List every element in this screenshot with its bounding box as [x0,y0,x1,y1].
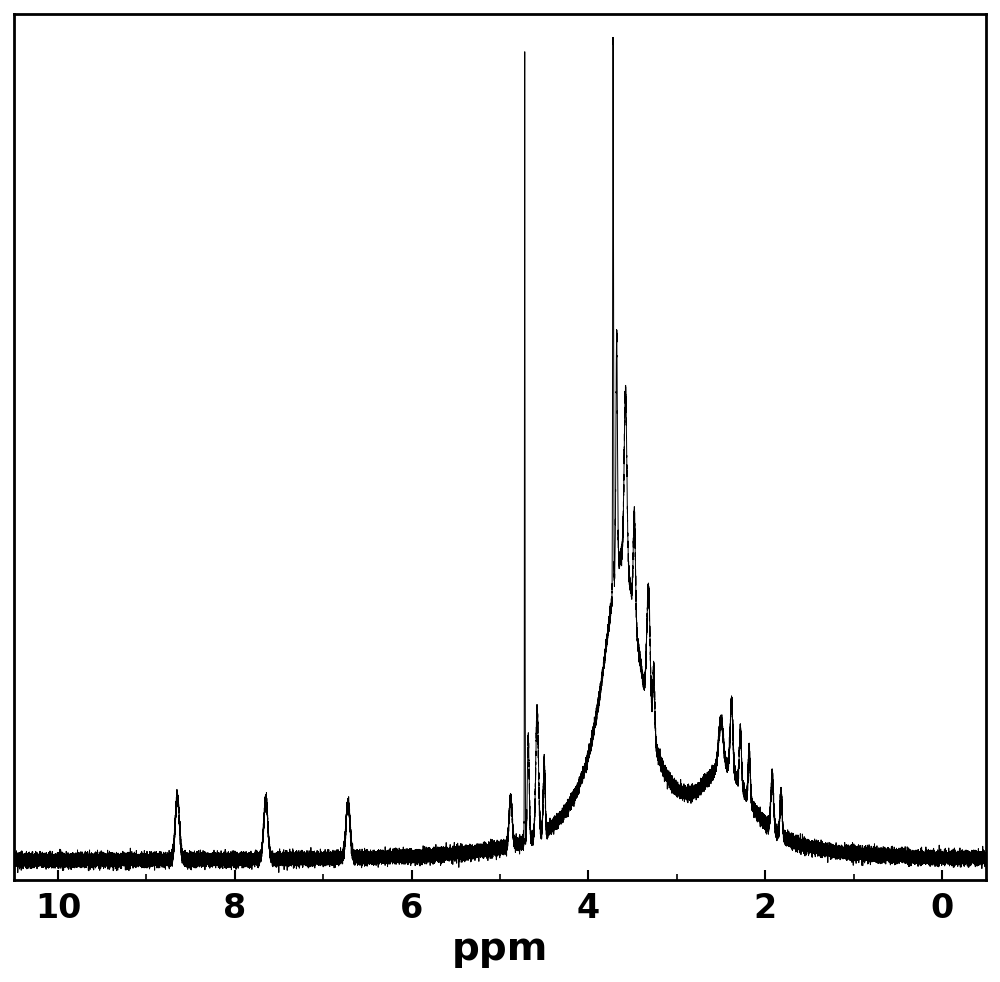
X-axis label: ppm: ppm [452,930,548,968]
